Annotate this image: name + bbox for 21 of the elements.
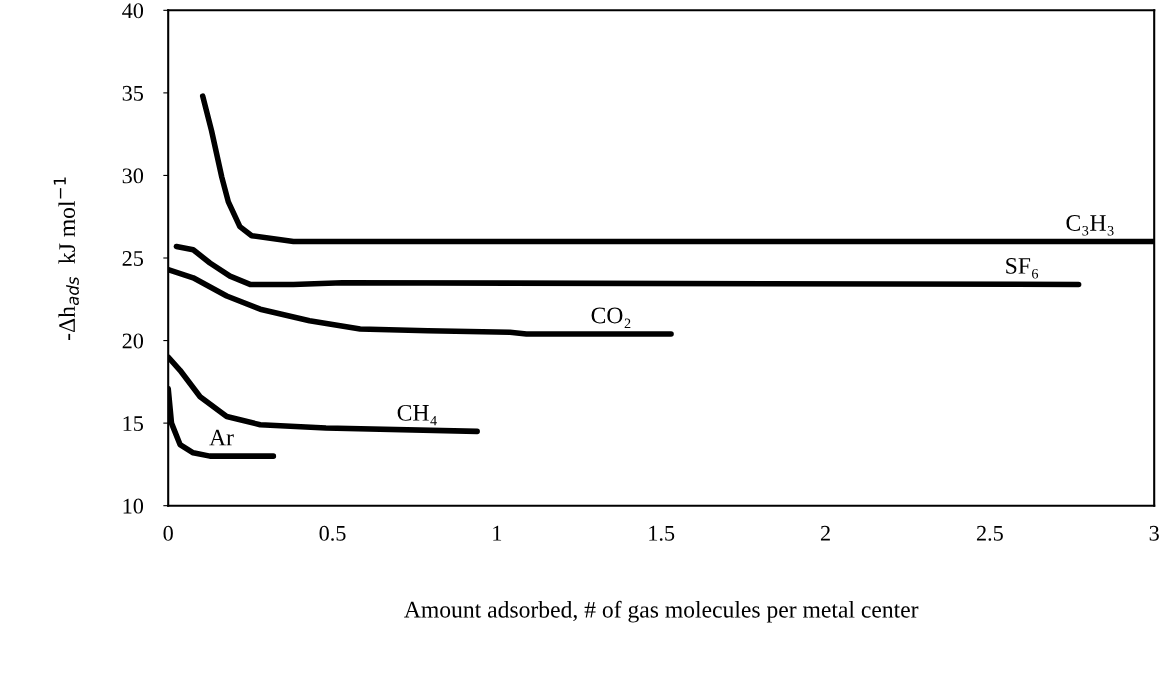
y-tick-label: 15 — [123, 416, 144, 432]
series-label: SF₆ — [1006, 257, 1039, 279]
x-tick-label: 0.5 — [319, 525, 346, 541]
series-label: CO₂ — [591, 307, 631, 328]
x-tick-label: 2 — [820, 525, 830, 541]
series-label: CH₄ — [397, 404, 437, 426]
x-tick-label: 1 — [493, 525, 502, 541]
series-label: Ar — [209, 429, 234, 446]
y-tick-label: 10 — [123, 498, 144, 514]
y-tick-label: 30 — [122, 168, 144, 184]
x-tick-label: 0 — [163, 525, 173, 541]
x-axis-title: Amount adsorbed, # of gas molecules per metal center — [404, 600, 919, 623]
y-tick-label: 40 — [122, 3, 144, 19]
y-tick-label: 20 — [122, 333, 144, 349]
series-label: C₃H₃ — [1066, 215, 1114, 236]
y-tick-label: 25 — [122, 250, 144, 266]
y-axis-title: -Δh$_{ads}$ kJ mol$^{−1}$ — [53, 177, 79, 340]
x-tick-label: 2.5 — [976, 525, 1003, 541]
y-tick-label: 35 — [122, 85, 144, 101]
x-tick-label: 3 — [1149, 525, 1159, 541]
x-tick-label: 1.5 — [649, 525, 675, 541]
